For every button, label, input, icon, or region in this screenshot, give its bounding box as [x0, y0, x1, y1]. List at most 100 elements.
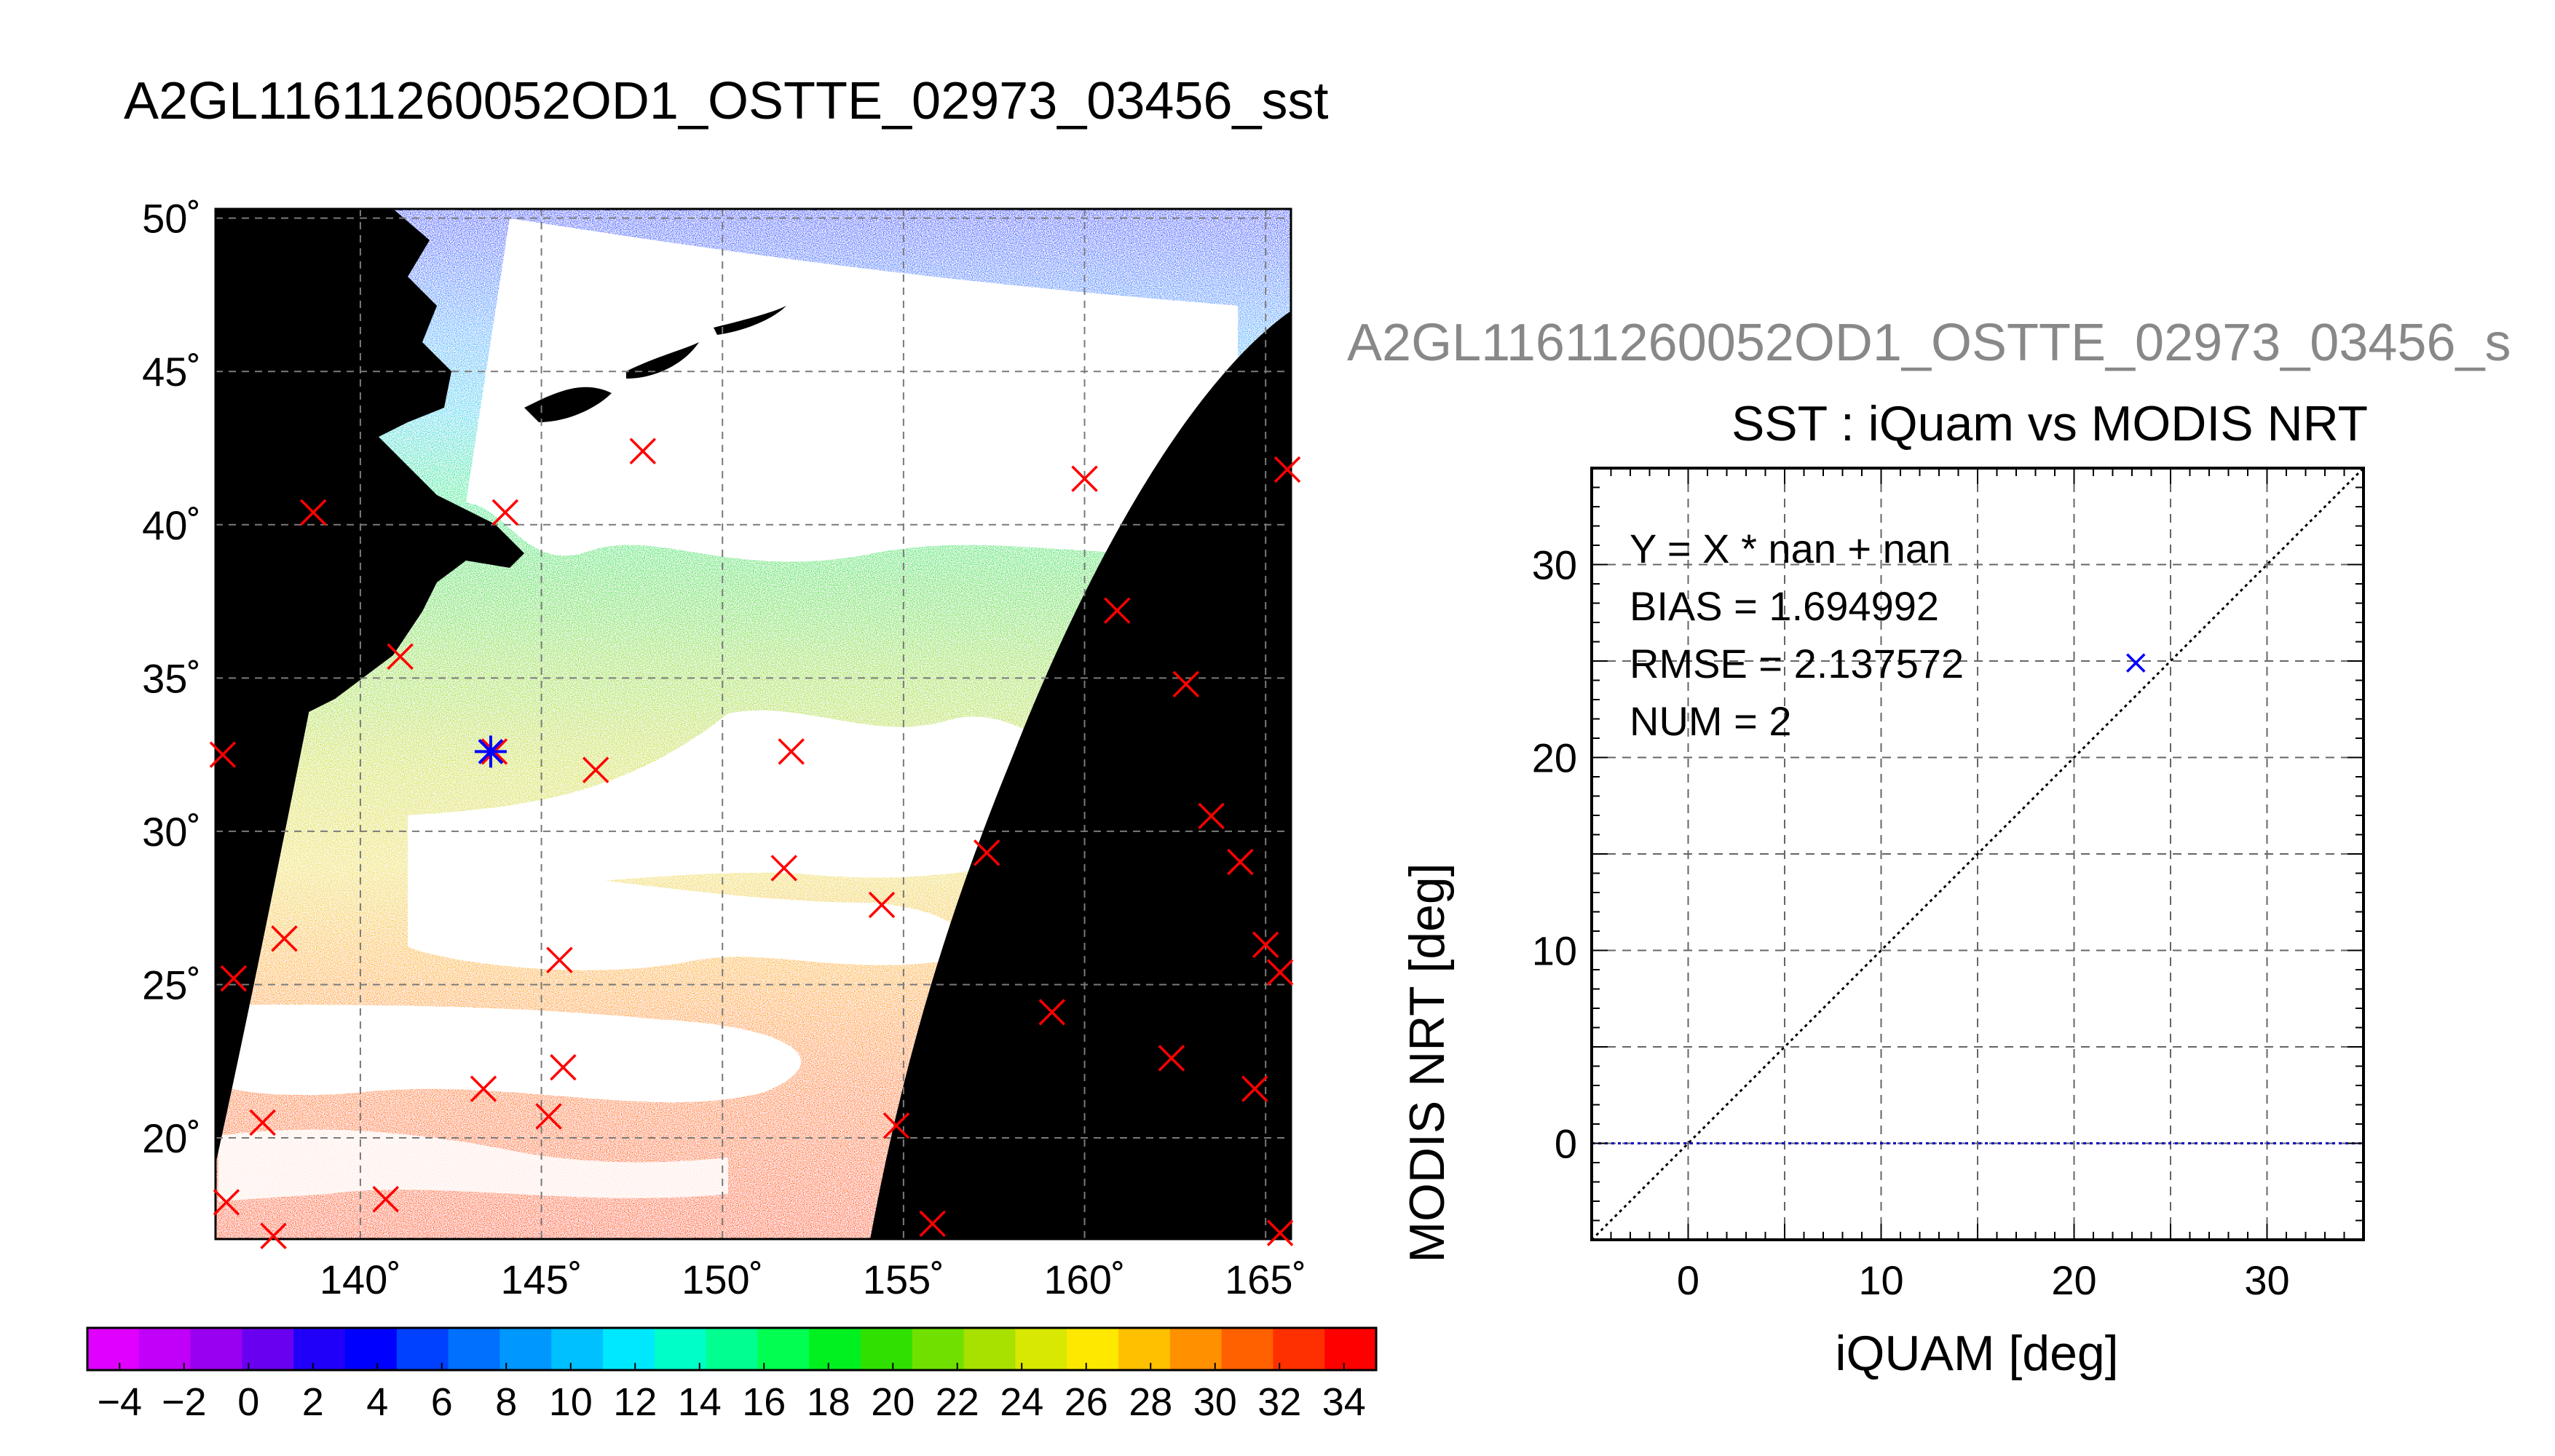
colorbar-tick-label: 28: [1129, 1380, 1172, 1424]
colorbar-tick-label: −2: [162, 1380, 207, 1424]
colorbar-segment: [551, 1328, 604, 1370]
iquam-marker: [300, 499, 327, 526]
iquam-marker: [249, 1109, 276, 1136]
iquam-marker-stroke: [629, 438, 657, 464]
colorbar-tick-label: 26: [1065, 1380, 1108, 1424]
colorbar-segment: [654, 1328, 707, 1370]
iquam-marker: [882, 1112, 910, 1139]
iquam-marker: [271, 925, 298, 952]
map-y-tick-label: 20˚: [142, 1115, 201, 1161]
map-y-tick-label: 25˚: [142, 962, 201, 1008]
iquam-marker: [260, 1222, 287, 1250]
scatter-ticks: 0 10 20 30 0 10 20 30: [1532, 468, 2364, 1303]
colorbar-tick-label: 2: [302, 1380, 324, 1424]
colorbar-segment: [396, 1328, 449, 1370]
iquam-marker: [778, 738, 805, 765]
iquam-marker-stroke: [778, 738, 805, 765]
iquam-marker: [220, 965, 248, 992]
colorbar-segment: [963, 1328, 1016, 1370]
iquam-marker-stroke: [1198, 802, 1225, 830]
scatter-y-tick-label: 30: [1532, 542, 1577, 588]
map-x-tick-label: 145˚: [501, 1257, 583, 1302]
colorbar-segment: [861, 1328, 913, 1370]
scatter-x-tick-label: 10: [1858, 1257, 1903, 1303]
iquam-marker: [1104, 597, 1131, 624]
iquam-marker-stroke: [470, 1075, 497, 1102]
iquam-marker-stroke: [249, 1109, 276, 1136]
scatter-x-tick-label: 0: [1677, 1257, 1699, 1303]
iquam-marker: [974, 839, 1000, 866]
iquam-marker: [1227, 848, 1254, 876]
scatter-panel: 0 10 20 30 0 10 20 30 Y = X * nan + nan BIAS = 1…: [1532, 467, 2365, 1303]
iquam-marker-stroke: [260, 1222, 287, 1250]
map-ticks: 140˚ 145˚ 150˚ 155˚ 160˚ 165˚ 50˚ 45˚ 40˚ 35˚ 30˚ 2…: [142, 196, 1306, 1302]
one-to-one-line: [1590, 467, 2365, 1241]
colorbar-segment: [1067, 1328, 1119, 1370]
map-x-tick-label: 155˚: [863, 1257, 944, 1302]
colorbar-tick-label: 0: [237, 1380, 259, 1424]
cloud-region: [218, 1129, 728, 1201]
iquam-marker-stroke: [1252, 931, 1279, 958]
iquam-marker-stroke: [271, 925, 298, 952]
scatter-point-stroke: [2126, 653, 2146, 673]
iquam-marker-stroke: [1158, 1045, 1185, 1072]
colorbar-tick-label: 10: [549, 1380, 593, 1424]
iquam-marker-stroke: [209, 741, 237, 768]
colorbar-segment: [499, 1328, 552, 1370]
iquam-marker-stroke: [582, 756, 609, 783]
iquam-marker: [1198, 802, 1225, 830]
colorbar-segment: [1118, 1328, 1171, 1370]
colorbar-segment: [1169, 1328, 1223, 1370]
colorbar-segment: [706, 1328, 758, 1370]
iquam-marker: [550, 1053, 577, 1081]
iquam-marker-stroke: [1071, 465, 1098, 492]
scatter-reference-lines: [1590, 467, 2365, 1241]
iquam-marker: [387, 643, 414, 670]
iquam-marker: [582, 756, 609, 783]
colorbar-segment: [603, 1328, 655, 1370]
colorbar-tick-label: 34: [1322, 1380, 1366, 1424]
colorbar-segment: [809, 1328, 861, 1370]
scatter-y-tick-label: 10: [1532, 928, 1577, 974]
scatter-point: [2126, 653, 2146, 673]
colorbar-tick-label: 18: [807, 1380, 850, 1424]
iquam-marker: [868, 891, 896, 919]
map-x-tick-label: 150˚: [682, 1257, 763, 1302]
colorbar-segment: [448, 1328, 500, 1370]
iquam-marker: [213, 1189, 240, 1216]
map-title: A2GL11611260052OD1_OSTTE_02973_03456_sst: [124, 72, 1329, 130]
scatter-xlabel: iQUAM [deg]: [1835, 1326, 2119, 1381]
colorbar-tick-label: 4: [366, 1380, 388, 1424]
iquam-marker-stroke: [1266, 1219, 1294, 1246]
colorbar-tick-label: 16: [742, 1380, 786, 1424]
iquam-marker: [1252, 931, 1279, 958]
map-y-tick-label: 45˚: [142, 349, 201, 395]
iquam-marker-stroke: [491, 499, 519, 526]
scatter-stats: Y = X * nan + nan BIAS = 1.694992 RMSE = 2…: [1630, 526, 1964, 744]
iquam-marker: [1172, 670, 1200, 697]
colorbar-tick-label: 14: [678, 1380, 722, 1424]
colorbar-segment: [1221, 1328, 1273, 1370]
colorbar-segment: [757, 1328, 810, 1370]
matched-star-marker: [474, 735, 507, 768]
scatter-grid: [1592, 468, 2364, 1240]
map-x-tick-label: 165˚: [1225, 1257, 1306, 1302]
iquam-marker-stroke: [300, 499, 327, 526]
iquam-marker-stroke: [1241, 1075, 1268, 1102]
iquam-marker: [372, 1186, 399, 1213]
iquam-marker-stroke: [974, 839, 1000, 866]
iquam-marker: [470, 1075, 497, 1102]
cloud-region: [218, 1005, 801, 1103]
colorbar-segment: [138, 1328, 191, 1370]
iquam-marker-stroke: [213, 1189, 240, 1216]
map-x-tick-label: 140˚: [320, 1257, 401, 1302]
iquam-marker: [629, 438, 657, 464]
iquam-marker: [1266, 1219, 1294, 1246]
colorbar-segment: [242, 1328, 294, 1370]
colorbar-tick-label: 24: [1000, 1380, 1043, 1424]
scatter-y-tick-label: 0: [1555, 1121, 1577, 1167]
iquam-marker-stroke: [387, 643, 414, 670]
iquam-marker-stroke: [919, 1210, 946, 1238]
iquam-marker-stroke: [770, 855, 798, 882]
